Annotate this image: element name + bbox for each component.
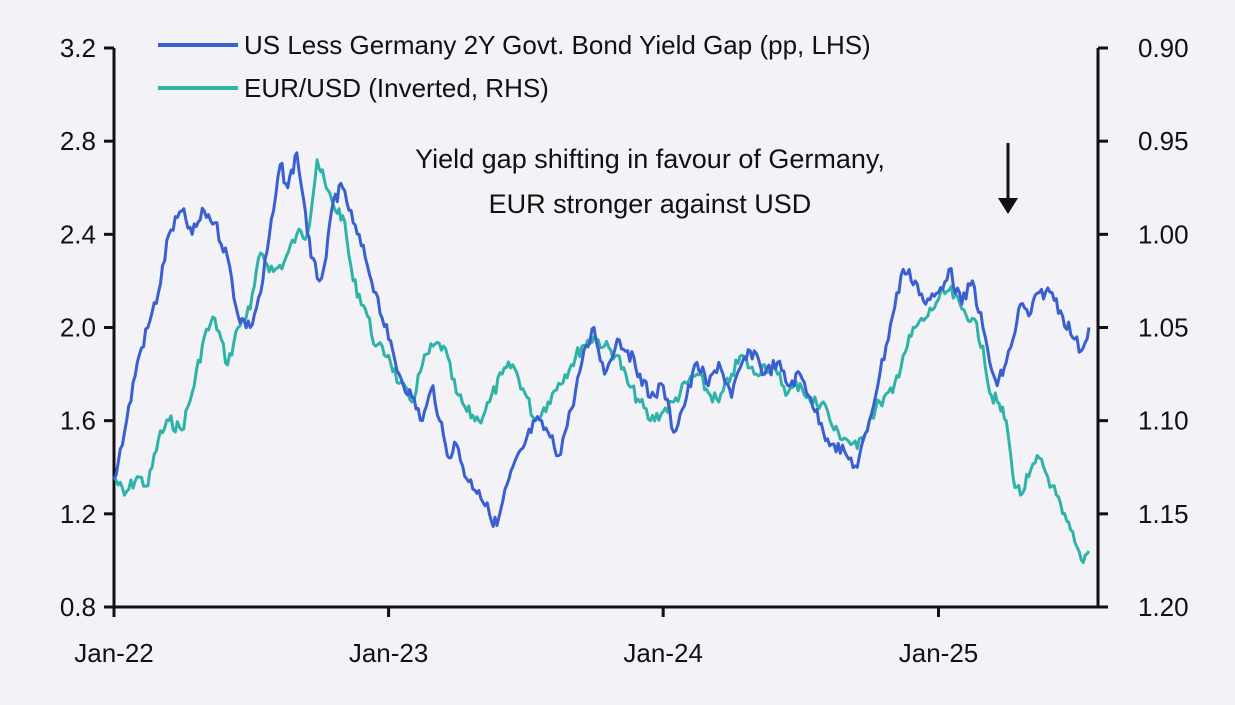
- left-tick-label: 1.6: [60, 406, 96, 436]
- right-tick-label: 1.15: [1138, 499, 1189, 529]
- right-tick-label: 0.95: [1138, 126, 1189, 156]
- annotation-arrow-head: [998, 198, 1018, 214]
- right-tick-label: 0.90: [1138, 33, 1189, 63]
- series-line-eurusd: [112, 158, 1091, 564]
- annotation-line-2: EUR stronger against USD: [489, 189, 812, 219]
- right-tick-label: 1.05: [1138, 313, 1189, 343]
- axes: 0.8 1.2 1.6 2.0 2.4 2.8 3.2 0.90 0.95 1.00 1.05 1.1…: [60, 33, 1189, 668]
- legend-label: US Less Germany 2Y Govt. Bond Yield Gap …: [244, 30, 871, 60]
- annotation-line-1: Yield gap shifting in favour of Germany,: [415, 144, 885, 174]
- legend: US Less Germany 2Y Govt. Bond Yield Gap …: [158, 30, 871, 103]
- right-tick-label: 1.00: [1138, 219, 1189, 249]
- left-tick-label: 2.4: [60, 219, 96, 249]
- left-tick-label: 2.8: [60, 126, 96, 156]
- legend-label: EUR/USD (Inverted, RHS): [244, 73, 549, 103]
- x-tick-label: Jan-24: [623, 638, 703, 668]
- left-tick-label: 1.2: [60, 499, 96, 529]
- left-tick-label: 3.2: [60, 33, 96, 63]
- x-tick-label: Jan-25: [899, 638, 979, 668]
- x-tick-label: Jan-22: [74, 638, 154, 668]
- series-line-yield-gap: [112, 151, 1091, 528]
- x-tick-label: Jan-23: [349, 638, 429, 668]
- right-tick-label: 1.10: [1138, 406, 1189, 436]
- series-group: [112, 151, 1091, 564]
- left-tick-label: 0.8: [60, 592, 96, 622]
- right-tick-label: 1.20: [1138, 592, 1189, 622]
- left-tick-label: 2.0: [60, 313, 96, 343]
- annotation: Yield gap shifting in favour of Germany,…: [415, 143, 1018, 219]
